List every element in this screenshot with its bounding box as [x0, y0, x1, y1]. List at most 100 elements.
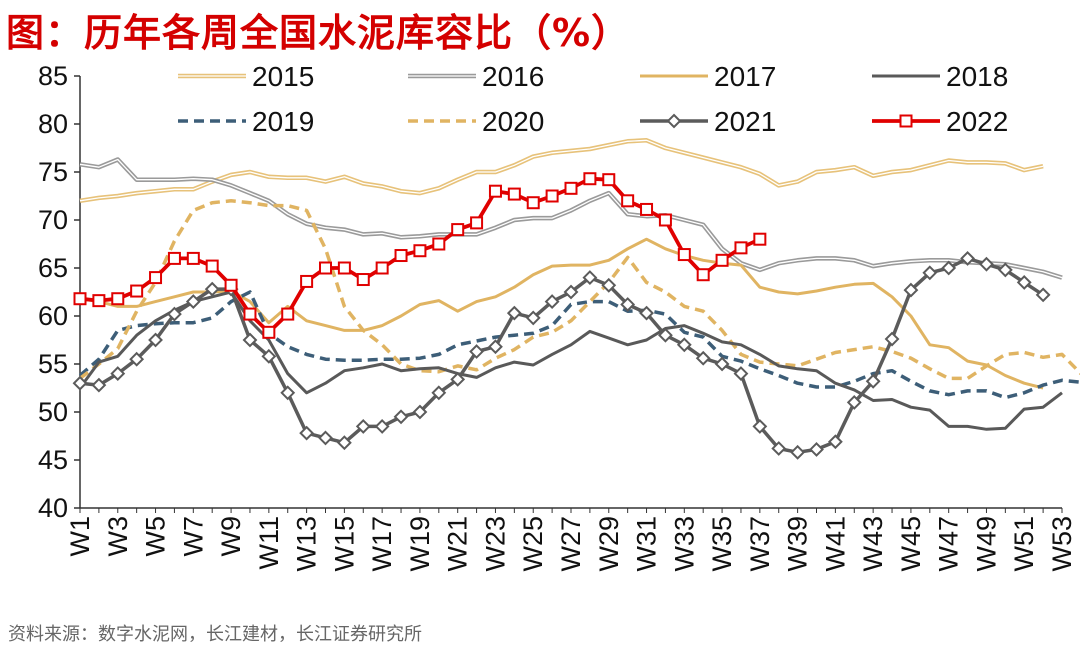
x-tick-label: W19: [405, 516, 435, 572]
x-tick-label: W33: [669, 516, 699, 572]
y-tick-label: 60: [38, 301, 68, 331]
diamond-marker: [261, 348, 277, 364]
legend-item-2018: 2018: [872, 61, 1008, 92]
square-marker: [281, 307, 295, 321]
x-tick-label: W35: [707, 516, 737, 572]
y-tick-label: 70: [38, 205, 68, 235]
x-tick-label: W1: [65, 516, 95, 557]
chart-legend: 2015 2016 2017 2018 2019 2020 2021 2022: [178, 61, 1008, 137]
diamond-marker: [280, 385, 296, 401]
square-marker: [167, 251, 181, 265]
diamond-marker: [563, 284, 579, 300]
diamond-marker: [846, 394, 862, 410]
y-tick-label: 85: [38, 61, 68, 91]
diamond-marker: [714, 356, 730, 372]
series-line-2016-inner: [79, 158, 1063, 279]
square-marker: [224, 278, 238, 292]
diamond-marker: [129, 351, 145, 367]
diamond-marker: [148, 332, 163, 348]
legend-label: 2019: [252, 106, 314, 137]
chart-axes: 40 45 50 55 60 65 70 75 80 85 W1 W3 W5 W7 W9 W11 W13 W15 W…: [38, 61, 1077, 572]
series-2016: [79, 157, 1063, 280]
diamond-marker: [695, 350, 711, 366]
diamond-marker: [620, 297, 636, 312]
diamond-marker: [790, 444, 806, 460]
legend-item-2015: 2015: [178, 61, 314, 92]
legend-label: 2020: [482, 106, 544, 137]
diamond-marker: [242, 332, 258, 348]
x-tick-label: W9: [216, 516, 246, 557]
source-note: 资料来源：数字水泥网，长江建材，长江证券研究所: [8, 624, 422, 645]
diamond-marker: [997, 262, 1013, 278]
square-marker: [564, 181, 578, 195]
y-tick-label: 75: [38, 157, 68, 187]
y-tick-label: 55: [38, 349, 68, 379]
square-marker: [130, 284, 144, 298]
legend-item-2022: 2022: [872, 106, 1008, 137]
square-marker: [394, 249, 408, 263]
y-tick-label: 65: [38, 253, 68, 283]
series-2019: [78, 290, 1080, 400]
diamond-marker: [525, 310, 541, 326]
diamond-marker: [884, 331, 900, 347]
square-marker: [262, 325, 276, 339]
y-tick-label: 80: [38, 109, 68, 139]
legend-item-2020: 2020: [408, 106, 544, 137]
diamond-marker: [412, 404, 428, 420]
square-marker: [300, 274, 314, 288]
diamond-marker: [488, 339, 503, 355]
series-2021: [72, 250, 1051, 460]
diamond-marker: [450, 371, 466, 387]
series-2020: [78, 199, 1080, 381]
y-tick-label: 50: [38, 397, 68, 427]
square-marker: [356, 273, 370, 287]
square-marker: [337, 261, 351, 275]
square-marker: [507, 187, 521, 201]
series-line-2021: [79, 256, 1045, 455]
x-tick-label: W23: [480, 516, 510, 572]
diamond-marker: [827, 434, 843, 450]
square-marker: [413, 244, 427, 258]
diamond-marker: [299, 425, 315, 441]
diamond-marker: [204, 281, 220, 297]
diamond-marker: [110, 366, 126, 382]
square-marker: [715, 253, 729, 267]
series-line-2019: [78, 290, 1080, 400]
diamond-marker: [676, 337, 692, 353]
diamond-marker: [960, 250, 975, 266]
legend-item-2017: 2017: [640, 61, 776, 92]
square-marker: [734, 241, 748, 255]
x-tick-label: W41: [820, 516, 850, 572]
diamond-marker: [941, 260, 957, 276]
x-tick-label: W29: [594, 516, 624, 572]
diamond-marker: [809, 442, 824, 457]
diamond-marker: [469, 344, 484, 359]
y-tick-label: 45: [38, 445, 68, 475]
diamond-marker: [1035, 287, 1051, 303]
square-marker: [640, 202, 654, 216]
x-tick-label: W53: [1047, 516, 1077, 572]
diamond-marker: [72, 375, 88, 391]
x-tick-label: W49: [971, 516, 1001, 572]
diamond-marker: [639, 305, 654, 321]
diamond-marker: [582, 270, 598, 286]
diamond-marker: [771, 441, 787, 456]
diamond-marker: [167, 306, 182, 322]
series-2022: [73, 172, 767, 339]
x-tick-label: W43: [858, 516, 888, 572]
square-marker: [677, 248, 691, 262]
square-marker: [658, 213, 672, 227]
x-tick-label: W17: [367, 516, 397, 572]
legend-label: 2017: [714, 61, 776, 92]
square-marker: [470, 216, 484, 230]
square-marker: [205, 259, 219, 273]
diamond-marker: [544, 294, 560, 310]
x-tick-label: W31: [632, 516, 662, 572]
x-tick-label: W51: [1009, 516, 1039, 572]
diamond-marker: [666, 113, 682, 129]
square-marker: [753, 232, 767, 246]
square-marker: [186, 251, 200, 265]
diamond-marker: [393, 409, 409, 425]
legend-item-2019: 2019: [178, 106, 314, 137]
square-marker: [545, 189, 559, 203]
